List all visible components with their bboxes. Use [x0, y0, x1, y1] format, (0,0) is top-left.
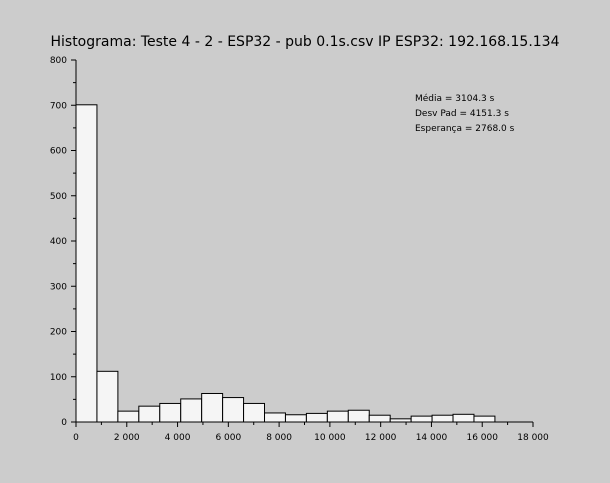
y-axis-ticks: 0 100 200 300 400 500 600 700 800: [50, 56, 76, 428]
x-tick-label-4: 8 000: [266, 433, 292, 443]
statistics-annotation: Média = 3104.3 s Desv Pad = 4151.3 s Esp…: [415, 93, 515, 134]
y-tick-label-7: 700: [50, 101, 67, 111]
histogram-bar-14: [368, 414, 391, 423]
histogram-bar-9: [264, 412, 286, 423]
histogram-bar-16: [410, 415, 433, 423]
histogram-bar-8: [243, 402, 266, 423]
histogram-bar-2: [117, 410, 140, 423]
histogram-bar-10: [284, 414, 307, 423]
histogram-bar-3: [138, 405, 161, 423]
histogram-bar-18: [452, 413, 475, 423]
histogram-bar-1: [96, 370, 119, 423]
x-tick-label-0: 0: [73, 433, 79, 443]
histogram-bar-6: [201, 392, 224, 423]
y-tick-label-5: 500: [50, 192, 67, 202]
y-tick-label-0: 0: [61, 418, 67, 428]
x-tick-label-1: 2 000: [114, 433, 140, 443]
stat-expectation: Esperança = 2768.0 s: [415, 124, 515, 134]
histogram-bar-19: [473, 415, 496, 423]
histogram-bar-5: [180, 398, 203, 423]
x-tick-label-7: 14 000: [416, 433, 448, 443]
y-tick-label-2: 200: [50, 328, 67, 338]
x-tick-label-6: 12 000: [365, 433, 397, 443]
y-tick-label-1: 100: [50, 373, 67, 383]
x-tick-label-2: 4 000: [165, 433, 191, 443]
chart-title: Histograma: Teste 4 - 2 - ESP32 - pub 0.…: [50, 34, 559, 50]
x-tick-label-5: 10 000: [314, 433, 346, 443]
histogram-bar-0: [75, 104, 98, 423]
histogram-bar-4: [159, 402, 182, 423]
stat-std-dev: Desv Pad = 4151.3 s: [415, 109, 509, 119]
x-tick-label-8: 16 000: [466, 433, 498, 443]
histogram-bars: [75, 104, 496, 423]
histogram-bar-11: [305, 412, 328, 423]
y-tick-label-6: 600: [50, 147, 67, 157]
y-tick-label-8: 800: [50, 56, 67, 66]
histogram-bar-13: [347, 409, 370, 423]
x-tick-label-9: 18 000: [517, 433, 549, 443]
histogram-bar-17: [431, 414, 454, 423]
y-tick-label-4: 400: [50, 237, 67, 247]
x-tick-label-3: 6 000: [215, 433, 241, 443]
histogram-bar-12: [326, 410, 349, 423]
x-axis-ticks: 0 2 000 4 000 6 000 8 000 10 000 12 000 14 000 1…: [73, 422, 549, 443]
y-tick-label-3: 300: [50, 282, 67, 292]
stat-mean: Média = 3104.3 s: [415, 93, 495, 104]
histogram-bar-7: [222, 397, 245, 423]
